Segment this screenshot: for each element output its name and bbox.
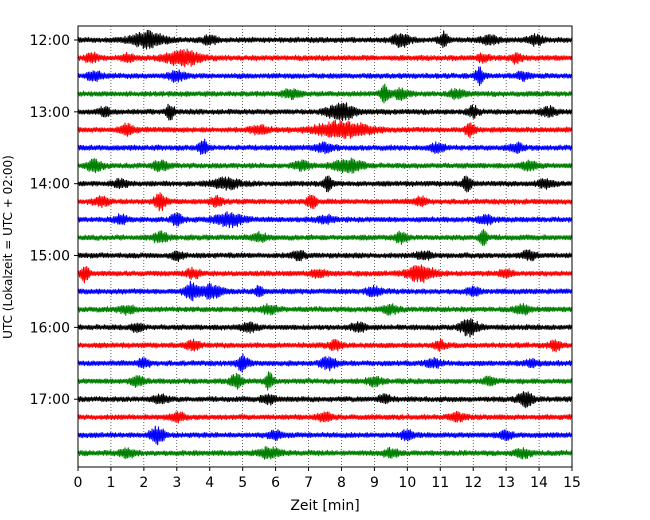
trace-1430 [77, 211, 573, 229]
trace-1615 [77, 338, 573, 353]
trace-1645 [77, 371, 573, 391]
x-tick-label-4: 4 [205, 475, 214, 491]
trace-1345 [77, 157, 573, 174]
plot-frame [77, 25, 573, 468]
trace-1730 [77, 425, 573, 446]
x-axis-ticks: 0 1 2 3 4 5 6 7 8 9 10 11 12 13 14 15 [74, 467, 581, 491]
trace-1630 [77, 353, 573, 373]
trace-1600 [77, 318, 573, 338]
trace-1230 [77, 66, 573, 87]
trace-1330 [77, 138, 573, 155]
trace-1545 [77, 303, 573, 316]
x-tick-label-8: 8 [337, 475, 346, 491]
trace-1315 [77, 119, 573, 139]
trace-1300 [77, 102, 573, 122]
x-tick-label-12: 12 [464, 475, 482, 491]
y-axis-ticks: 12:00 13:00 14:00 15:00 16:00 17:00 [30, 33, 78, 408]
x-tick-label-3: 3 [172, 475, 181, 491]
trace-1400 [77, 175, 573, 193]
x-tick-label-10: 10 [398, 475, 416, 491]
trace-1700 [77, 391, 573, 409]
trace-1200 [77, 29, 573, 50]
trace-1715 [77, 410, 573, 424]
x-tick-label-14: 14 [530, 475, 548, 491]
x-tick-label-0: 0 [74, 475, 83, 491]
x-tick-label-1: 1 [106, 475, 115, 491]
trace-1415 [77, 192, 573, 212]
trace-1745 [77, 446, 573, 460]
x-tick-label-9: 9 [370, 475, 379, 491]
y-tick-label-1200: 12:00 [30, 33, 70, 49]
x-tick-label-15: 15 [563, 475, 581, 491]
trace-1515 [77, 264, 573, 284]
y-tick-label-1500: 15:00 [30, 249, 70, 265]
x-tick-label-6: 6 [271, 475, 280, 491]
y-tick-label-1700: 17:00 [30, 392, 70, 408]
trace-1500 [77, 249, 573, 263]
y-tick-label-1400: 14:00 [30, 177, 70, 193]
y-tick-label-1300: 13:00 [30, 105, 70, 121]
seismogram-traces [77, 29, 573, 460]
x-tick-label-2: 2 [139, 475, 148, 491]
x-tick-label-13: 13 [497, 475, 515, 491]
trace-1245 [77, 83, 573, 104]
trace-1215 [77, 48, 573, 68]
x-tick-label-7: 7 [304, 475, 313, 491]
y-tick-label-1600: 16:00 [30, 320, 70, 336]
x-tick-label-5: 5 [238, 475, 247, 491]
x-tick-label-11: 11 [431, 475, 449, 491]
x-axis-label: Zeit [min] [290, 498, 359, 514]
trace-1530 [77, 280, 573, 302]
trace-1445 [77, 229, 573, 247]
y-axis-label: UTC (Lokalzeit = UTC + 02:00) [1, 155, 15, 339]
